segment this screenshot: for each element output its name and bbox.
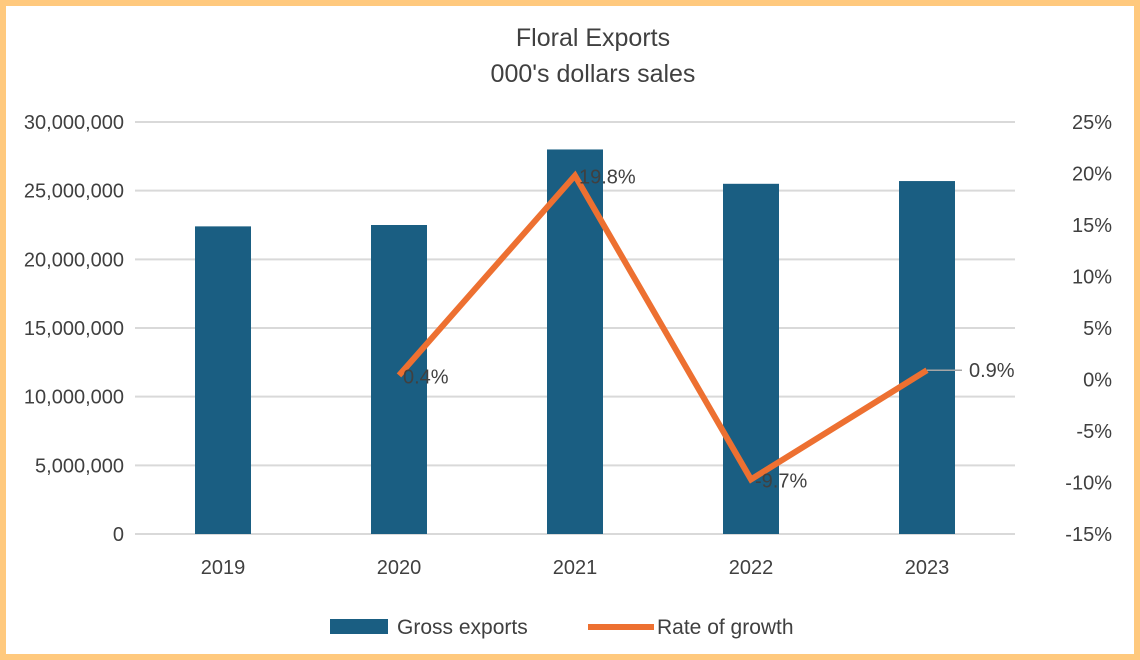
right-axis-tick-label: 15% [1072, 215, 1112, 237]
x-axis-tick-label: 2022 [729, 557, 774, 579]
chart-title: Floral Exports [516, 24, 670, 52]
legend: Gross exports Rate of growth [330, 616, 794, 639]
right-axis-tick-label: -15% [1065, 524, 1112, 546]
chart: Floral Exports 000's dollars sales 0 5,00… [24, 24, 1112, 639]
left-axis-tick-label: 10,000,000 [24, 387, 124, 409]
left-axis-tick-label: 30,000,000 [24, 112, 124, 134]
x-axis-tick-label: 2020 [377, 557, 422, 579]
x-axis-tick-label: 2019 [201, 557, 246, 579]
line-rate-of-growth [396, 170, 929, 484]
data-label-rate-of-growth: 19.8% [579, 167, 636, 189]
x-axis-tick-label: 2021 [553, 557, 598, 579]
right-axis-tick-label: 0% [1083, 370, 1112, 392]
right-axis-tick-label: 5% [1083, 318, 1112, 340]
left-axis-tick-label: 5,000,000 [35, 455, 124, 477]
left-axis-tick-label: 25,000,000 [24, 181, 124, 203]
data-label-rate-of-growth: -9.7% [755, 470, 807, 492]
right-axis-tick-label: 20% [1072, 164, 1112, 186]
bar-gross-exports-2020 [371, 225, 427, 534]
bar-gross-exports-2023 [899, 181, 955, 534]
legend-label-gross-exports: Gross exports [397, 616, 528, 639]
bar-gross-exports-2019 [195, 226, 251, 534]
right-axis-tick-label: -5% [1076, 421, 1112, 443]
left-axis-tick-label: 20,000,000 [24, 249, 124, 271]
right-axis-tick-label: 10% [1072, 267, 1112, 289]
left-axis-tick-label: 0 [113, 524, 124, 546]
right-axis-tick-label: -10% [1065, 473, 1112, 495]
chart-subtitle: 000's dollars sales [491, 60, 696, 88]
data-label-rate-of-growth: 0.9% [969, 360, 1015, 382]
x-axis-tick-label: 2023 [905, 557, 950, 579]
data-label-rate-of-growth: 0.4% [403, 366, 449, 388]
legend-swatch-gross-exports [330, 619, 388, 634]
right-axis-tick-label: 25% [1072, 112, 1112, 134]
left-axis-tick-label: 15,000,000 [24, 318, 124, 340]
legend-label-rate-of-growth: Rate of growth [657, 616, 794, 639]
